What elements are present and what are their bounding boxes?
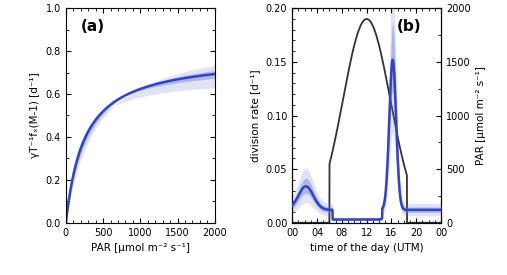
Text: (b): (b) [396, 19, 421, 34]
Y-axis label: division rate [d⁻¹]: division rate [d⁻¹] [250, 69, 260, 162]
X-axis label: time of the day (UTM): time of the day (UTM) [310, 243, 423, 253]
Y-axis label: γT⁻¹fₓ(M-1) [d⁻¹]: γT⁻¹fₓ(M-1) [d⁻¹] [30, 73, 40, 158]
Text: (a): (a) [81, 19, 105, 34]
Y-axis label: PAR [μmol m⁻² s⁻¹]: PAR [μmol m⁻² s⁻¹] [476, 66, 486, 165]
X-axis label: PAR [μmol m⁻² s⁻¹]: PAR [μmol m⁻² s⁻¹] [91, 243, 190, 253]
